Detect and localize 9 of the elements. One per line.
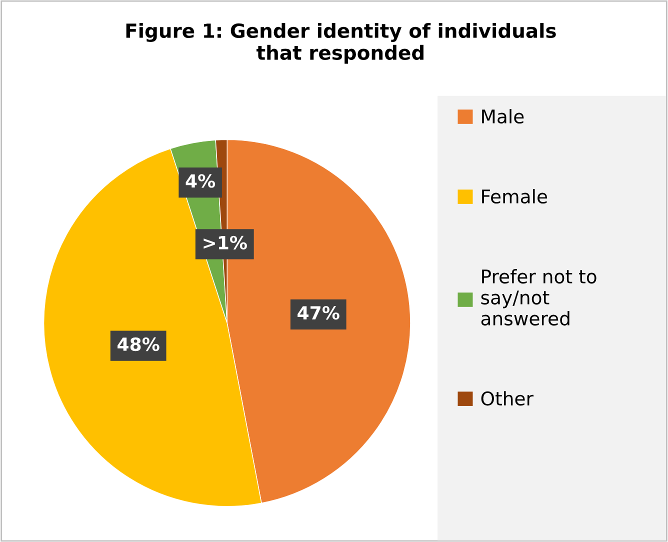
legend-label: Other (481, 391, 534, 406)
legend-label: Prefer not to say/not answered (481, 269, 596, 326)
data-label: 47% (298, 306, 340, 320)
data-label: 48% (118, 337, 160, 352)
legend-label: Male (482, 109, 524, 124)
legend-label: Female (482, 189, 548, 204)
data-label: >1% (204, 236, 247, 250)
chart-title: Figure 1: Gender identity of individuals that responded (126, 22, 556, 64)
data-label: 4% (186, 174, 216, 188)
